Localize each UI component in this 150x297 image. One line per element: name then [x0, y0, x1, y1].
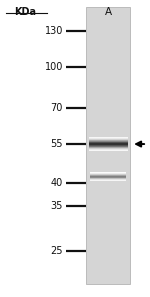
- Bar: [86, 7, 130, 284]
- Bar: [88, 149, 128, 150]
- Text: 35: 35: [51, 201, 63, 211]
- Bar: [88, 143, 128, 144]
- Text: 55: 55: [51, 139, 63, 149]
- Text: 70: 70: [51, 103, 63, 113]
- Bar: [90, 180, 126, 181]
- Bar: [88, 144, 128, 145]
- Bar: [88, 139, 128, 140]
- Bar: [88, 148, 128, 149]
- Bar: [90, 172, 126, 173]
- Bar: [90, 176, 126, 177]
- Bar: [90, 175, 126, 176]
- Bar: [88, 141, 128, 142]
- Bar: [90, 179, 126, 180]
- Text: 40: 40: [51, 178, 63, 188]
- Bar: [90, 178, 126, 179]
- Bar: [90, 174, 126, 175]
- Text: A: A: [104, 7, 112, 17]
- Bar: [88, 138, 128, 139]
- Text: KDa: KDa: [15, 7, 36, 18]
- Text: 130: 130: [45, 26, 63, 36]
- Bar: [88, 146, 128, 147]
- Bar: [88, 137, 128, 138]
- Bar: [88, 142, 128, 143]
- Bar: [88, 150, 128, 151]
- Bar: [90, 177, 126, 178]
- Bar: [88, 140, 128, 141]
- Bar: [88, 145, 128, 146]
- Text: 100: 100: [45, 62, 63, 72]
- Text: 25: 25: [51, 246, 63, 256]
- Bar: [88, 147, 128, 148]
